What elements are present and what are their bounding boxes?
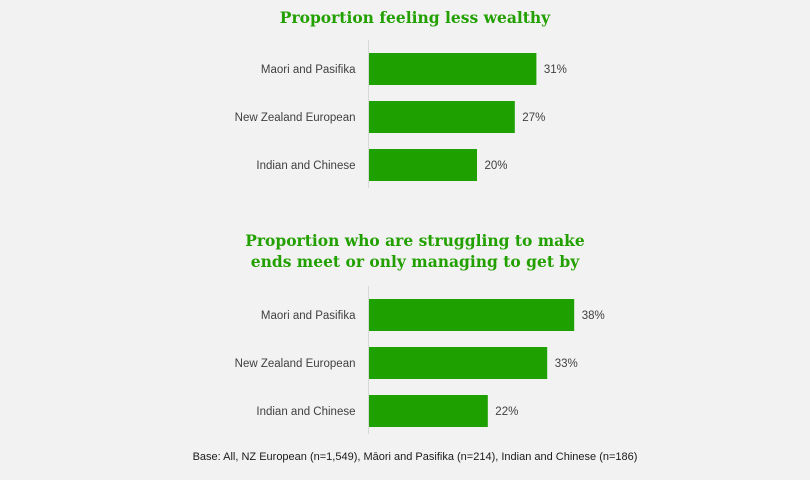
chart-1-value-label: 31% [544,64,567,76]
chart-2-value-label: 33% [555,358,578,370]
chart-1-value-label: 20% [485,160,508,172]
chart-2-bar [369,347,548,379]
chart-1-value-label: 27% [522,112,545,124]
chart-2-title: Proportion who are struggling to make en… [0,230,810,272]
chart-1-bar [369,101,515,133]
chart-2-title-line-1: Proportion who are struggling to make [245,231,585,250]
chart-2: Maori and Pasifika 38% New Zealand Europea… [235,286,605,434]
chart-1-bar [369,149,477,181]
chart-1-category-label: Maori and Pasifika [261,64,356,76]
chart-2-category-label: Maori and Pasifika [261,310,356,322]
chart-1-category-label: New Zealand European [235,112,356,124]
chart-1: Maori and Pasifika 31% New Zealand Europea… [235,40,567,188]
chart-2-title-line-2: ends meet or only managing to get by [250,252,580,271]
chart-2-bar [369,299,575,331]
chart-2-bar [369,395,488,427]
chart-1-category-label: Indian and Chinese [256,160,355,172]
chart-2-value-label: 22% [495,406,518,418]
chart-1-title: Proportion feeling less wealthy [279,8,551,27]
chart-2-category-label: New Zealand European [235,358,356,370]
chart-2-category-label: Indian and Chinese [256,406,355,418]
footnote: Base: All, NZ European (n=1,549), Māori … [192,451,638,463]
chart-2-value-label: 38% [582,310,605,322]
chart-1-bar [369,53,537,85]
